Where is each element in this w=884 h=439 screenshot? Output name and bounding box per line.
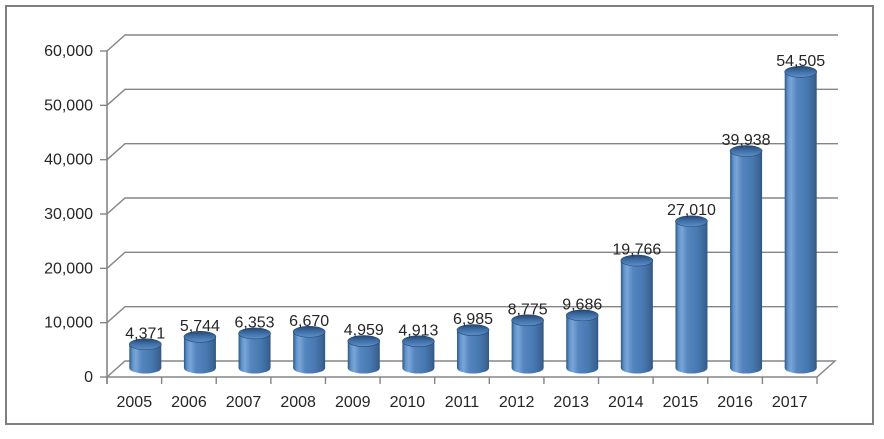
data-label-2009: 4,959 bbox=[344, 322, 384, 339]
bar-top-2013 bbox=[565, 309, 599, 322]
x-axis-label-2011: 2011 bbox=[445, 394, 480, 411]
bar-top-2017 bbox=[784, 66, 817, 78]
bar-2008 bbox=[293, 331, 326, 368]
x-axis-label-2006: 2006 bbox=[171, 394, 207, 411]
x-axis-label-2012: 2012 bbox=[499, 394, 535, 411]
x-axis-label-2005: 2005 bbox=[117, 394, 153, 411]
bar-top-2011 bbox=[456, 324, 490, 336]
bar-2005 bbox=[129, 344, 162, 368]
y-axis-tick-label: 40,000 bbox=[44, 152, 93, 169]
data-label-2010: 4,913 bbox=[398, 322, 438, 339]
gridline-50,000 bbox=[106, 88, 838, 106]
bar-2016 bbox=[730, 151, 763, 368]
gridline-20,000 bbox=[106, 251, 838, 269]
y-axis-tick-label: 60,000 bbox=[44, 43, 93, 60]
y-axis-tick-label: 50,000 bbox=[44, 97, 93, 114]
bar-top-2016 bbox=[729, 145, 763, 157]
bar-2015 bbox=[675, 221, 708, 368]
chart-floor bbox=[105, 360, 837, 378]
bar-2011 bbox=[457, 330, 489, 368]
bar-top-2014 bbox=[620, 254, 654, 267]
y-axis-tick-label: 10,000 bbox=[44, 315, 93, 332]
bar-top-2009 bbox=[347, 335, 381, 347]
y-axis-tick-label: 20,000 bbox=[44, 260, 93, 277]
bar-top-2015 bbox=[675, 215, 708, 228]
bar-top-2010 bbox=[402, 335, 435, 348]
x-axis-label-2017: 2017 bbox=[772, 394, 808, 411]
data-label-2005: 4,371 bbox=[125, 325, 165, 342]
bar-2013 bbox=[566, 315, 599, 368]
gridline-60,000 bbox=[106, 34, 838, 52]
gridline-40,000 bbox=[106, 142, 838, 161]
data-label-2007: 6,353 bbox=[235, 314, 275, 331]
bar-top-2008 bbox=[292, 325, 326, 338]
x-axis-label-2010: 2010 bbox=[390, 394, 426, 411]
x-axis-label-2009: 2009 bbox=[335, 394, 371, 411]
x-axis-label-2008: 2008 bbox=[280, 394, 316, 411]
data-label-2006: 5,744 bbox=[180, 318, 220, 335]
data-label-2008: 6,670 bbox=[289, 313, 329, 330]
y-axis-tick-label: 30,000 bbox=[44, 206, 93, 223]
bar-2014 bbox=[620, 260, 653, 368]
gridline-30,000 bbox=[106, 197, 838, 215]
data-label-2016: 39,938 bbox=[722, 132, 771, 149]
bar-2017 bbox=[784, 71, 817, 368]
bar-2012 bbox=[511, 320, 544, 368]
x-axis-label-2013: 2013 bbox=[553, 394, 589, 411]
data-label-2014: 19,766 bbox=[612, 242, 661, 259]
gridline-10,000 bbox=[106, 305, 838, 324]
data-label-2017: 54,505 bbox=[776, 53, 825, 70]
bar-top-2006 bbox=[183, 330, 217, 343]
data-label-2012: 8,775 bbox=[508, 301, 548, 318]
data-label-2013: 9,686 bbox=[562, 296, 602, 313]
y-axis-tick-label: 0 bbox=[84, 369, 93, 386]
bar-top-2007 bbox=[238, 327, 271, 340]
x-axis-label-2007: 2007 bbox=[226, 394, 262, 411]
x-axis-label-2015: 2015 bbox=[663, 394, 699, 411]
x-axis-label-2016: 2016 bbox=[717, 394, 753, 411]
data-label-2011: 6,985 bbox=[453, 311, 493, 328]
bar-top-2005 bbox=[129, 338, 162, 351]
x-axis-label-2014: 2014 bbox=[608, 394, 644, 411]
data-label-2015: 27,010 bbox=[667, 202, 716, 219]
bar-top-2012 bbox=[511, 314, 544, 327]
